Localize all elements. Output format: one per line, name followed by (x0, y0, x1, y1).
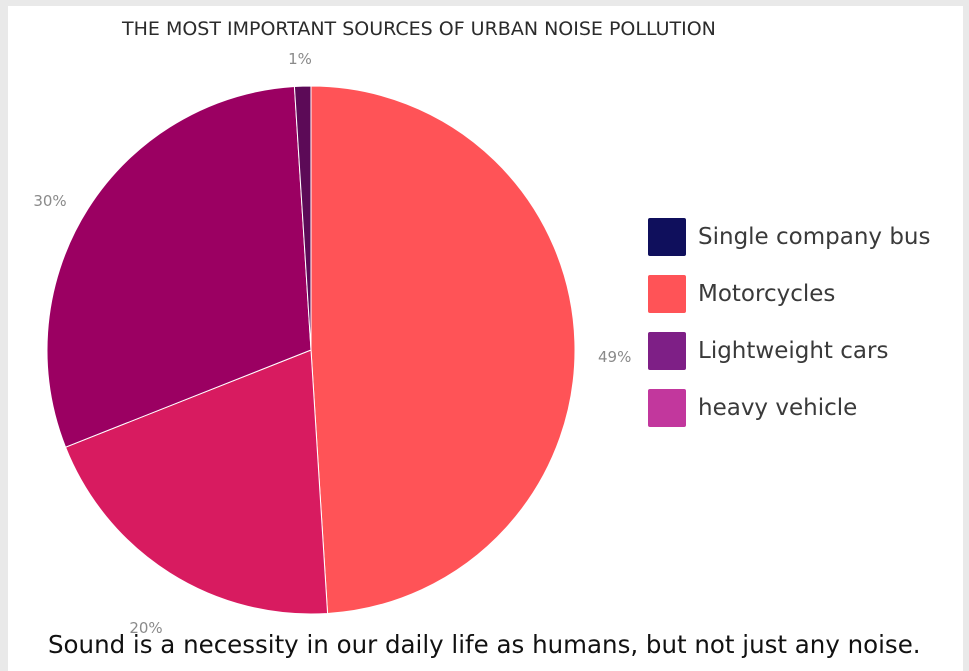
legend-swatch (648, 217, 686, 256)
legend-item: heavy vehicle (648, 379, 931, 436)
legend-swatch (648, 388, 686, 427)
pie-slice-single-company-bus (293, 85, 312, 351)
legend-label: Single company bus (698, 223, 931, 250)
legend-label: Lightweight cars (698, 337, 889, 364)
slice-label-heavy-vehicle: 20% (129, 619, 162, 637)
legend-swatch (648, 331, 686, 370)
slice-label-lightweight-cars: 30% (33, 192, 66, 210)
pie-slice-motorcycles (310, 85, 576, 615)
legend-item: Single company bus (648, 208, 931, 265)
chart-title: THE MOST IMPORTANT SOURCES OF URBAN NOIS… (122, 18, 716, 40)
slice-label-single-company-bus: 1% (288, 50, 312, 68)
pie-slice-lightweight-cars (46, 85, 312, 448)
legend-item: Lightweight cars (648, 322, 931, 379)
legend-label: heavy vehicle (698, 394, 858, 421)
pie-slice-heavy-vehicle (64, 349, 329, 615)
legend-item: Motorcycles (648, 265, 931, 322)
slice-label-motorcycles: 49% (598, 348, 631, 366)
legend-swatch (648, 274, 686, 313)
chart-legend: Single company bus Motorcycles Lightweight… (648, 208, 931, 436)
legend-label: Motorcycles (698, 280, 836, 307)
caption-text: Sound is a necessity in our daily life a… (48, 630, 921, 659)
